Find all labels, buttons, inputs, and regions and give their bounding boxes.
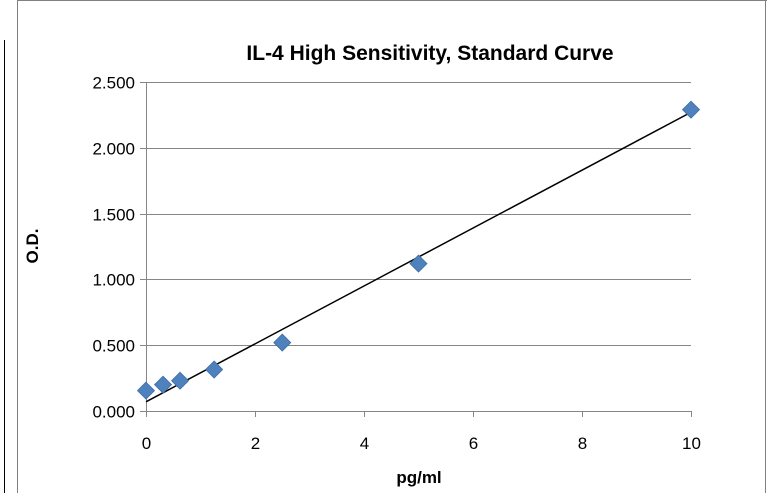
data-point xyxy=(153,375,173,394)
y-tick-label: 1.000 xyxy=(92,271,135,290)
axes xyxy=(140,82,692,417)
data-point xyxy=(205,360,224,379)
x-tick-label: 2 xyxy=(251,434,260,453)
data-point xyxy=(681,100,701,119)
y-tick-label: 1.500 xyxy=(92,206,135,225)
x-tick-label: 8 xyxy=(578,434,587,453)
data-point xyxy=(409,254,428,273)
grid xyxy=(146,82,691,346)
y-tick-label: 0.000 xyxy=(92,403,135,422)
data-point xyxy=(170,371,190,390)
y-tick-label: 0.500 xyxy=(92,337,135,356)
y-tick-label: 2.000 xyxy=(92,140,135,159)
y-tick-label: 2.500 xyxy=(92,74,135,93)
y-axis-title: O.D. xyxy=(23,229,42,264)
x-axis-title: pg/ml xyxy=(396,468,441,487)
data-point xyxy=(136,381,156,400)
x-tick-label: 6 xyxy=(469,434,478,453)
data-points xyxy=(136,100,701,400)
x-tick-labels: 0 2 4 6 8 10 xyxy=(142,434,701,453)
chart-title: IL-4 High Sensitivity, Standard Curve xyxy=(246,42,613,65)
y-tick-labels: 0.000 0.500 1.000 1.500 2.000 2.500 xyxy=(92,74,135,422)
x-tick-label: 4 xyxy=(360,434,369,453)
x-tick-label: 0 xyxy=(142,434,151,453)
x-tick-label: 10 xyxy=(682,434,701,453)
data-point xyxy=(273,333,292,352)
